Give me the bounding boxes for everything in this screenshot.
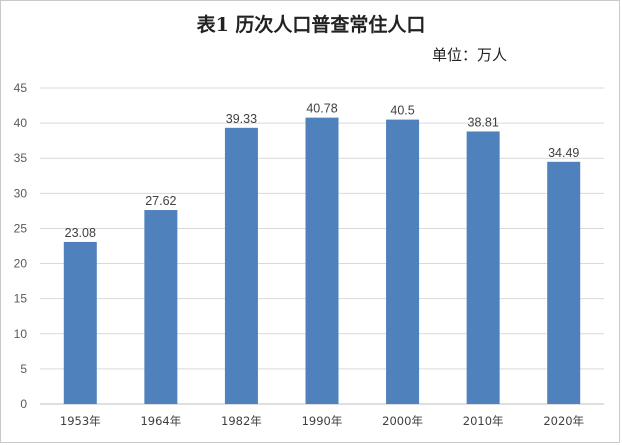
data-label: 34.49 (548, 146, 579, 160)
x-tick-label: 1982年 (221, 414, 262, 428)
bar (466, 131, 500, 404)
bar (144, 210, 178, 404)
data-label: 39.33 (226, 112, 257, 126)
x-tick-label: 1953年 (60, 414, 101, 428)
y-tick-label: 40 (14, 116, 28, 130)
x-tick-label: 2020年 (543, 414, 584, 428)
y-tick-label: 15 (14, 292, 28, 306)
bar (63, 241, 97, 404)
chart-title: 表1 历次人口普查常住人口 (196, 14, 426, 36)
data-label: 40.5 (390, 104, 414, 118)
bar (386, 119, 420, 404)
bar (305, 117, 339, 404)
data-label: 38.81 (468, 115, 499, 129)
y-tick-label: 10 (14, 327, 28, 341)
y-tick-label: 25 (14, 221, 28, 235)
data-label: 23.08 (65, 226, 96, 240)
y-tick-label: 0 (20, 397, 27, 411)
y-tick-label: 5 (20, 362, 27, 376)
x-tick-label: 1990年 (302, 414, 343, 428)
y-tick-label: 45 (14, 81, 28, 95)
x-tick-label: 2010年 (463, 414, 504, 428)
y-tick-label: 30 (14, 186, 28, 200)
y-tick-label: 35 (14, 151, 28, 165)
x-tick-label: 2000年 (382, 414, 423, 428)
y-tick-label: 20 (14, 257, 28, 271)
data-label: 40.78 (306, 102, 337, 116)
data-label: 27.62 (145, 194, 176, 208)
bar (224, 127, 258, 404)
unit-note: 单位：万人 (432, 46, 508, 64)
x-tick-label: 1964年 (140, 414, 181, 428)
bar (547, 161, 581, 404)
